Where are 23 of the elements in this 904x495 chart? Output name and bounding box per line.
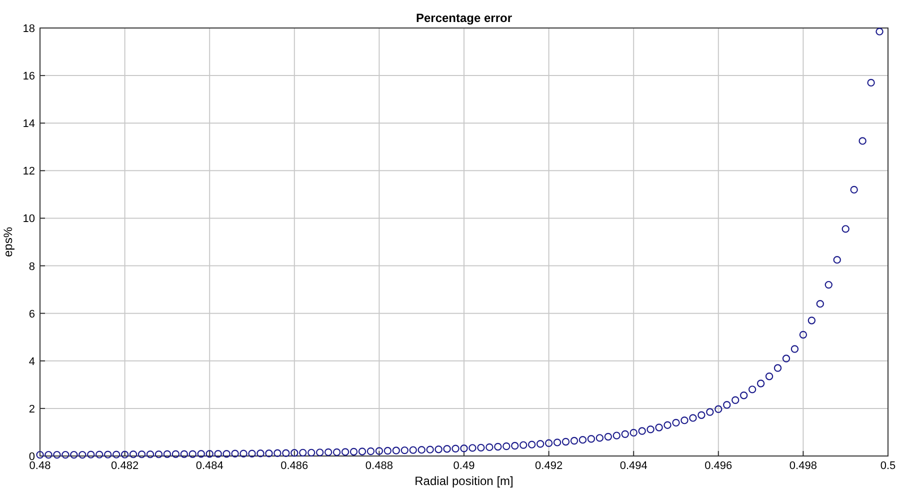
y-tick-label: 10 — [22, 213, 35, 226]
y-tick-label: 2 — [28, 403, 35, 416]
chart-title: Percentage error — [416, 11, 512, 25]
x-tick-label: 0.486 — [280, 460, 308, 472]
x-tick-label: 0.5 — [880, 460, 896, 472]
y-tick-label: 12 — [22, 166, 35, 178]
x-axis-title: Radial position [m] — [414, 474, 514, 488]
y-tick-label: 4 — [28, 356, 35, 368]
y-tick-label: 16 — [22, 70, 35, 83]
y-tick-label: 6 — [28, 308, 35, 320]
y-tick-label: 8 — [28, 260, 35, 273]
x-tick-label: 0.482 — [111, 460, 139, 472]
x-tick-label: 0.498 — [789, 460, 817, 472]
x-tick-label: 0.48 — [29, 460, 51, 472]
x-tick-label: 0.492 — [535, 460, 563, 472]
x-tick-label: 0.488 — [365, 460, 393, 472]
y-axis-title: eps% — [1, 226, 15, 258]
y-tick-label: 18 — [22, 23, 35, 35]
y-tick-label: 14 — [22, 118, 35, 130]
x-tick-label: 0.484 — [196, 460, 224, 472]
x-tick-label: 0.49 — [453, 460, 475, 472]
x-tick-label: 0.494 — [620, 460, 648, 472]
x-tick-label: 0.496 — [704, 460, 732, 472]
